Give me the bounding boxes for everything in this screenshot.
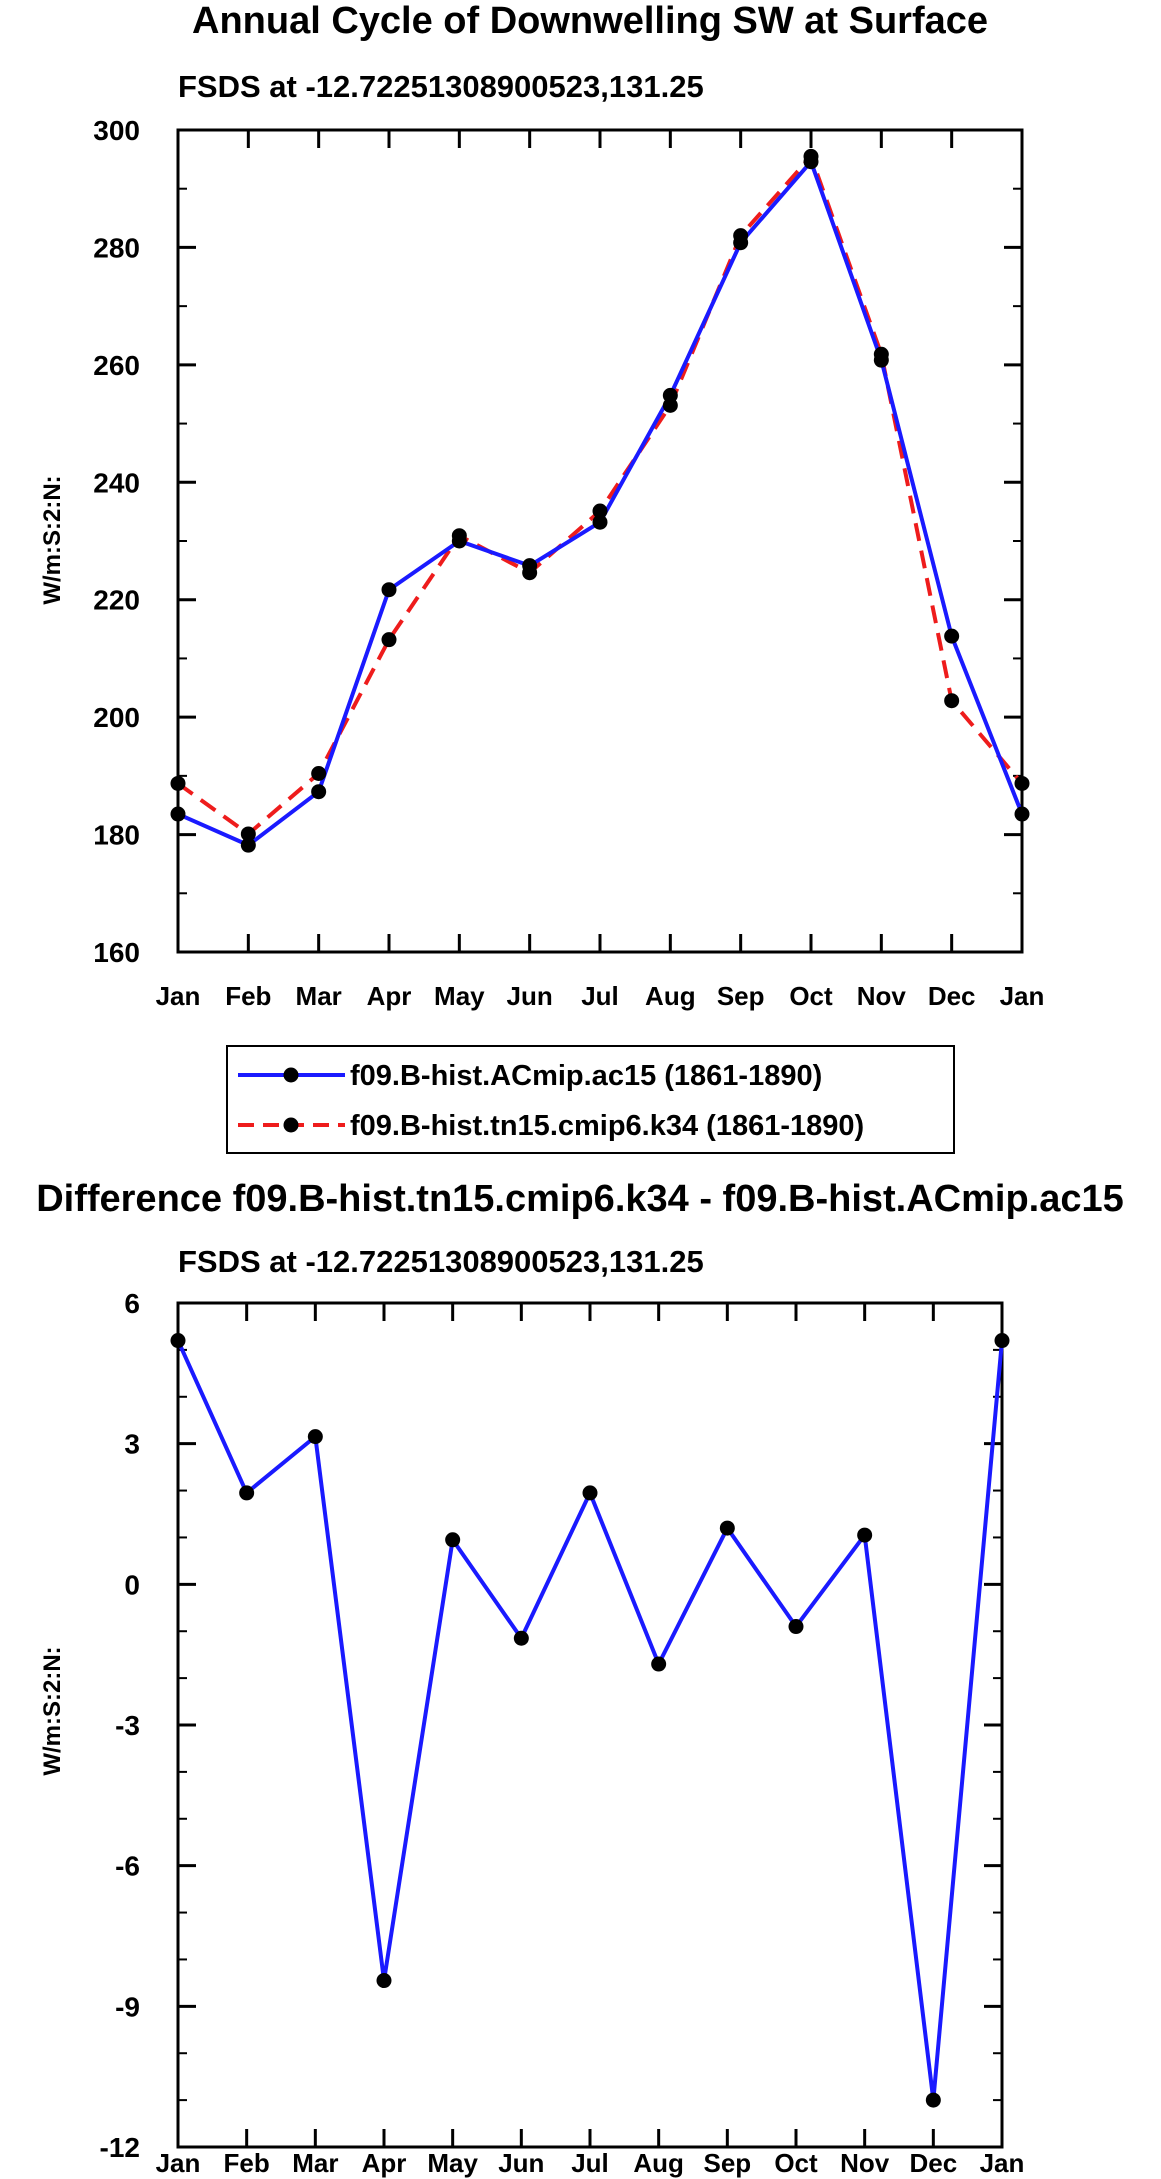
chart1-title: Annual Cycle of Downwelling SW at Surfac… xyxy=(192,0,988,42)
y-tick-label: 260 xyxy=(93,350,140,381)
series-line xyxy=(177,159,1024,848)
chart1-series xyxy=(170,148,1030,853)
y-tick-label: -6 xyxy=(115,1851,140,1882)
x-tick-label: Jan xyxy=(1000,981,1045,1011)
y-tick-label: -3 xyxy=(115,1710,140,1741)
x-tick-label: Oct xyxy=(789,981,833,1011)
chart1-legend: f09.B-hist.ACmip.ac15 (1861-1890) f09.B-… xyxy=(226,1045,955,1154)
series-line xyxy=(176,1339,1004,2103)
plot-frame xyxy=(176,128,1024,954)
y-tick-label: 280 xyxy=(93,232,140,263)
legend-label-k34: f09.B-hist.tn15.cmip6.k34 (1861-1890) xyxy=(350,1110,864,1142)
x-tick-label: Nov xyxy=(857,981,907,1011)
x-tick-label: Dec xyxy=(928,981,976,1011)
y-tick-label: 3 xyxy=(124,1429,140,1460)
y-tick-label: 300 xyxy=(93,115,140,146)
y-tick-label: 180 xyxy=(93,820,140,851)
chart1-subtitle: FSDS at -12.72251308900523,131.25 xyxy=(178,69,704,104)
data-point xyxy=(239,1485,255,1501)
x-tick-label: Jul xyxy=(581,981,619,1011)
data-point xyxy=(381,582,397,598)
data-point xyxy=(170,1333,186,1349)
legend-marker-ac15 xyxy=(283,1067,299,1083)
data-point xyxy=(170,806,186,822)
x-tick-label: Feb xyxy=(225,981,271,1011)
chart2-axes: -12 -9 -6 -3 0 3 6 Jan Feb Mar Apr May Jun Jul Aug Sep O… xyxy=(100,1288,1025,2178)
legend-box xyxy=(226,1045,955,1154)
y-tick-label: 200 xyxy=(93,702,140,733)
chart2-subtitle: FSDS at -12.72251308900523,131.25 xyxy=(178,1244,704,1279)
data-point xyxy=(376,1973,392,1989)
data-point xyxy=(240,826,256,842)
data-point xyxy=(1014,775,1030,791)
y-tick-label: 0 xyxy=(124,1569,140,1600)
x-tick-label: Aug xyxy=(645,981,696,1011)
data-point xyxy=(733,228,749,244)
data-point xyxy=(311,766,327,782)
data-point xyxy=(381,632,397,648)
x-tick-label: Jan xyxy=(156,2148,201,2178)
y-tick-label: 160 xyxy=(93,937,140,968)
data-point xyxy=(857,1527,873,1543)
x-tick-label: Jun xyxy=(498,2148,544,2178)
y-tick-label: -9 xyxy=(115,1991,140,2022)
x-tick-label: Nov xyxy=(840,2148,890,2178)
x-tick-label: Apr xyxy=(362,2148,407,2178)
y-tick-label: 6 xyxy=(124,1288,140,1319)
x-tick-label: Jun xyxy=(507,981,553,1011)
data-point xyxy=(592,514,608,530)
data-point xyxy=(240,837,256,853)
x-tick-label: Aug xyxy=(633,2148,684,2178)
data-point xyxy=(1014,806,1030,822)
data-point xyxy=(925,2092,941,2108)
data-point xyxy=(445,1532,461,1548)
data-point xyxy=(651,1656,667,1672)
data-point xyxy=(522,565,538,581)
legend-marker-k34 xyxy=(283,1117,299,1133)
data-point xyxy=(944,628,960,644)
annual-cycle-chart: Annual Cycle of Downwelling SW at Surfac… xyxy=(39,0,1044,1154)
x-tick-label: Mar xyxy=(292,2148,338,2178)
plot-frame xyxy=(176,1301,1004,2149)
x-tick-label: Apr xyxy=(367,981,412,1011)
data-point xyxy=(311,784,327,800)
data-point xyxy=(873,346,889,362)
x-tick-label: Oct xyxy=(774,2148,818,2178)
y-tick-label: 220 xyxy=(93,585,140,616)
legend-label-ac15: f09.B-hist.ACmip.ac15 (1861-1890) xyxy=(350,1060,822,1092)
x-tick-label: Dec xyxy=(909,2148,957,2178)
x-tick-label: Mar xyxy=(296,981,342,1011)
x-tick-label: May xyxy=(434,981,485,1011)
data-point xyxy=(803,148,819,164)
data-point xyxy=(994,1333,1010,1349)
difference-chart: Difference f09.B-hist.tn15.cmip6.k34 - f… xyxy=(36,1178,1124,2178)
chart2-title: Difference f09.B-hist.tn15.cmip6.k34 - f… xyxy=(36,1178,1124,1220)
chart1-ylabel: W/m:S:2:N: xyxy=(39,475,66,604)
data-point xyxy=(719,1520,735,1536)
chart1-axes: 160 180 200 220 240 260 280 300 Jan Feb Mar Apr May J… xyxy=(93,115,1044,1011)
data-point xyxy=(170,775,186,791)
x-tick-label: May xyxy=(427,2148,478,2178)
x-tick-label: Jan xyxy=(980,2148,1025,2178)
x-tick-label: Jan xyxy=(156,981,201,1011)
data-point xyxy=(788,1619,804,1635)
data-point xyxy=(582,1485,598,1501)
chart2-series xyxy=(170,1333,1010,2108)
x-tick-label: Sep xyxy=(703,2148,751,2178)
y-tick-label: 240 xyxy=(93,467,140,498)
data-point xyxy=(307,1429,323,1445)
y-tick-label: -12 xyxy=(100,2132,140,2163)
data-point xyxy=(592,503,608,519)
series-line xyxy=(176,154,1024,836)
data-point xyxy=(944,693,960,709)
x-tick-label: Feb xyxy=(224,2148,270,2178)
chart2-ylabel: W/m:S:2:N: xyxy=(39,1646,66,1775)
data-point xyxy=(513,1630,529,1646)
x-tick-label: Jul xyxy=(571,2148,609,2178)
x-tick-label: Sep xyxy=(717,981,765,1011)
data-point xyxy=(451,528,467,544)
data-point xyxy=(662,397,678,413)
